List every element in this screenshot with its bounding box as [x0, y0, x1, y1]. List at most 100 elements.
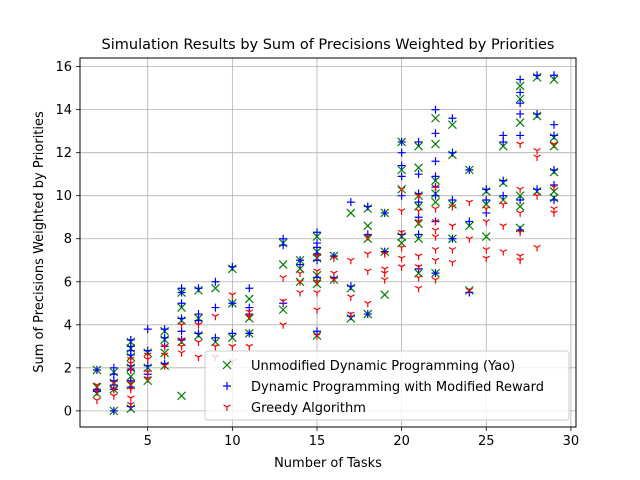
- data-point: [482, 206, 491, 213]
- data-point: [499, 176, 508, 185]
- data-point: [127, 380, 135, 387]
- data-point: [414, 170, 423, 179]
- data-point: [414, 208, 423, 215]
- data-point: [549, 196, 558, 205]
- y-tick-label: 14: [55, 103, 72, 118]
- data-point: [211, 277, 220, 286]
- data-point: [278, 260, 288, 269]
- legend-marker: [223, 382, 231, 390]
- legend-entries: Unmodified Dynamic Programming (Yao) Dyna…: [222, 359, 544, 416]
- data-point: [346, 282, 355, 291]
- data-point: [296, 270, 304, 278]
- data-point: [431, 234, 440, 241]
- data-point: [92, 365, 101, 374]
- data-point: [177, 284, 186, 293]
- data-point: [380, 290, 390, 300]
- data-point: [533, 71, 542, 80]
- data-point: [177, 343, 186, 351]
- data-point: [380, 277, 389, 284]
- data-point: [397, 264, 406, 271]
- x-tick-label: 25: [478, 434, 495, 449]
- data-point: [244, 294, 254, 304]
- legend-label: Dynamic Programming with Modified Reward: [251, 380, 544, 395]
- data-point: [380, 266, 389, 273]
- data-point: [110, 393, 118, 400]
- data-point: [194, 354, 203, 362]
- legend-label: Greedy Algorithm: [251, 401, 366, 416]
- data-point: [533, 109, 542, 118]
- data-point: [550, 141, 558, 149]
- data-point: [194, 310, 203, 319]
- data-point: [414, 219, 423, 226]
- data-point: [499, 131, 508, 140]
- data-point: [211, 313, 220, 321]
- x-tick-label: 10: [224, 434, 241, 449]
- data-point: [431, 277, 440, 284]
- data-point: [143, 369, 152, 377]
- x-tick-label: 15: [309, 434, 326, 449]
- series-3: [93, 141, 558, 409]
- data-point: [177, 299, 186, 308]
- data-point: [533, 185, 542, 194]
- data-point: [549, 71, 558, 80]
- data-point: [516, 210, 524, 217]
- data-point: [126, 372, 136, 381]
- data-point: [228, 329, 237, 338]
- data-point: [109, 363, 118, 372]
- data-point: [346, 208, 356, 218]
- data-point: [447, 199, 457, 209]
- legend-label: Unmodified Dynamic Programming (Yao): [251, 359, 515, 374]
- data-point: [431, 227, 440, 235]
- data-point: [143, 325, 152, 334]
- data-point: [313, 253, 321, 260]
- data-point: [397, 244, 406, 252]
- data-point: [245, 343, 254, 351]
- data-point: [313, 290, 321, 297]
- data-point: [482, 196, 491, 205]
- data-point: [448, 148, 457, 157]
- data-point: [516, 88, 525, 97]
- data-point: [516, 253, 524, 260]
- data-point: [93, 388, 101, 396]
- x-tick-label: 20: [393, 434, 410, 449]
- data-point: [330, 255, 338, 263]
- data-point: [448, 223, 457, 230]
- data-point: [482, 255, 491, 263]
- data-point: [127, 367, 135, 374]
- data-point: [177, 322, 186, 329]
- data-point: [397, 172, 406, 181]
- data-point: [279, 298, 287, 306]
- data-point: [515, 118, 525, 127]
- data-point: [380, 208, 389, 217]
- data-point: [160, 343, 169, 351]
- data-point: [482, 185, 491, 194]
- data-point: [279, 322, 287, 329]
- data-point: [296, 256, 305, 265]
- data-point: [346, 198, 355, 207]
- data-point: [160, 348, 170, 358]
- data-point: [414, 230, 423, 239]
- data-point: [211, 343, 220, 351]
- data-point: [533, 193, 541, 200]
- data-point: [431, 105, 440, 114]
- data-point: [448, 114, 457, 123]
- data-point: [177, 391, 186, 401]
- data-point: [194, 322, 203, 329]
- data-point: [482, 246, 491, 254]
- data-point: [516, 75, 525, 84]
- data-point: [177, 303, 186, 313]
- data-point: [499, 249, 507, 256]
- data-point: [414, 163, 423, 173]
- data-point: [211, 303, 220, 312]
- data-point: [465, 236, 474, 243]
- data-point: [465, 165, 474, 174]
- data-point: [127, 356, 135, 364]
- data-point: [143, 352, 152, 359]
- data-point: [448, 259, 457, 267]
- data-point: [364, 300, 372, 308]
- data-point: [93, 382, 101, 390]
- data-point: [228, 292, 237, 299]
- data-point: [363, 221, 373, 231]
- data-point: [313, 307, 321, 314]
